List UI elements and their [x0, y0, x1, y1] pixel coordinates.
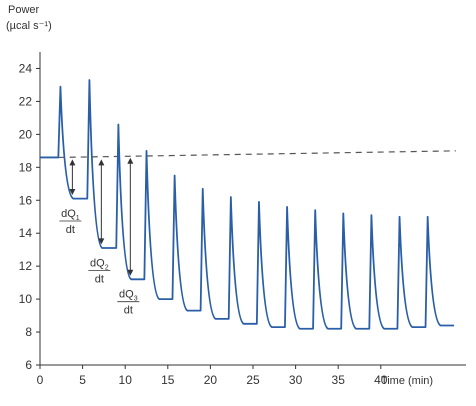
dq-arrow-head-down — [98, 238, 105, 245]
x-tick-label: 25 — [246, 373, 260, 387]
x-tick-label: 35 — [332, 373, 346, 387]
x-tick-label: 5 — [79, 373, 86, 387]
x-tick-label: 30 — [289, 373, 303, 387]
x-tick-label: 40 — [374, 373, 388, 387]
dq-annotation: dQ1 dt — [59, 159, 82, 236]
y-tick-label: 14 — [19, 226, 33, 240]
y-tick-label: 22 — [19, 94, 33, 108]
y-tick-label: 18 — [19, 160, 33, 174]
x-ticks: 0 5 10 15 20 25 30 35 40 — [37, 365, 388, 387]
dq-annotation: dQ2 dt — [88, 159, 111, 285]
dq-label-numerator: dQ2 — [90, 257, 109, 271]
peak-marks — [60, 80, 427, 217]
x-axis-title: Time (min) — [381, 375, 433, 387]
dq-label-denominator: dt — [95, 273, 104, 285]
y-tick-label: 16 — [19, 193, 33, 207]
y-tick-label: 6 — [25, 358, 32, 372]
y-tick-label: 24 — [19, 61, 33, 75]
y-axis-title-line1: Power — [8, 4, 40, 16]
x-tick-label: 0 — [37, 373, 44, 387]
x-tick-label: 15 — [161, 373, 175, 387]
y-tick-label: 10 — [19, 292, 33, 306]
dq-label-numerator: dQ3 — [119, 289, 138, 303]
power-signal-line — [40, 79, 455, 330]
y-ticks: 6 8 10 12 14 16 18 20 22 24 — [19, 61, 40, 372]
y-tick-label: 12 — [19, 259, 33, 273]
baseline-dashed-line — [58, 150, 456, 159]
annotations: dQ1 dt dQ2 dt dQ3 dt — [59, 157, 140, 317]
y-tick-label: 20 — [19, 127, 33, 141]
dq-annotation: dQ3 dt — [117, 157, 140, 317]
dq-label-denominator: dt — [66, 224, 75, 236]
y-axis-title-line2: (µcal s⁻¹) — [6, 20, 52, 32]
x-tick-label: 10 — [119, 373, 133, 387]
x-tick-label: 20 — [204, 373, 218, 387]
dq-arrow-head-up — [69, 159, 76, 166]
dq-arrow-head-up — [98, 159, 105, 166]
dq-arrow-head-up — [127, 157, 134, 164]
dq-label-numerator: dQ1 — [61, 208, 80, 222]
y-tick-label: 8 — [25, 325, 32, 339]
dq-arrow-head-down — [127, 269, 134, 276]
dq-arrow-head-down — [69, 188, 76, 195]
dq-label-denominator: dt — [124, 305, 133, 317]
axes — [39, 52, 466, 366]
